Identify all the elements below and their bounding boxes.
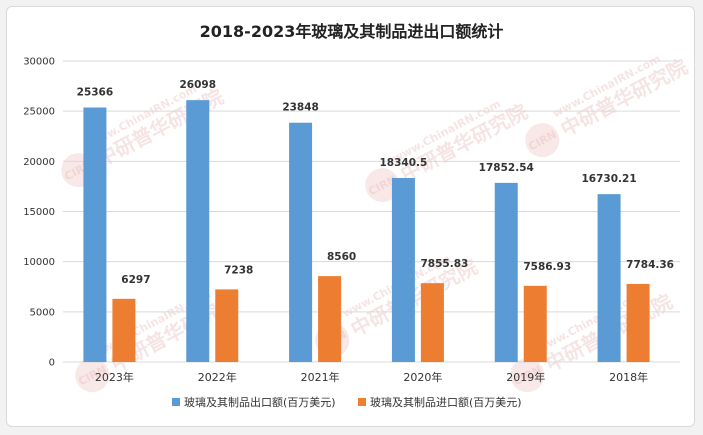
y-tick-label: 10000 <box>23 257 55 268</box>
bar-import <box>318 276 342 362</box>
bars <box>83 100 650 362</box>
x-tick-label: 2020年 <box>403 370 442 384</box>
y-tick-label: 15000 <box>23 207 55 218</box>
gridlines <box>63 60 680 363</box>
bar-export <box>83 107 107 362</box>
watermark-badge <box>75 358 110 393</box>
x-tick-label: 2023年 <box>95 370 134 384</box>
bar-import <box>112 298 136 362</box>
bar-export <box>597 194 621 362</box>
x-tick-label: 2018年 <box>609 370 648 384</box>
bar-export <box>289 122 313 362</box>
data-label: 6297 <box>121 274 150 286</box>
bar-import <box>626 283 650 362</box>
bar-export <box>494 182 518 362</box>
data-label: 7586.93 <box>523 261 571 273</box>
data-labels: 25366 6297 26098 7238 23848 8560 18340.5 7855.8… <box>77 79 674 286</box>
legend-entry: 玻璃及其制品出口额(百万美元) <box>184 395 336 409</box>
watermark-badge <box>525 123 560 158</box>
data-label: 18340.5 <box>380 157 428 169</box>
x-tick-label: 2019年 <box>506 370 545 384</box>
x-tick-label: 2022年 <box>198 370 237 384</box>
chart-frame: CIRN www.ChinaIRN.com 中研普华研究院 CIRN www.China… <box>6 6 695 427</box>
bar-export <box>391 177 415 362</box>
legend-swatch <box>358 398 366 406</box>
watermark-layer: CIRNwww.ChinaIRN.com中研普华研究院CIRNwww.China… <box>61 52 691 393</box>
data-label: 16730.21 <box>582 173 637 185</box>
bar-import <box>215 289 239 362</box>
x-tick-label: 2021年 <box>301 370 340 384</box>
data-label: 8560 <box>327 251 356 263</box>
y-axis: 0 5000 10000 15000 20000 25000 30000 <box>23 57 55 369</box>
legend-entry: 玻璃及其制品进口额(百万美元) <box>370 395 522 409</box>
data-label: 7855.83 <box>421 258 469 270</box>
legend: 玻璃及其制品出口额(百万美元) 玻璃及其制品进口额(百万美元) <box>172 395 522 409</box>
y-tick-label: 0 <box>49 358 55 369</box>
chart-title: 2018-2023年玻璃及其制品进出口额统计 <box>200 22 504 41</box>
data-label: 7784.36 <box>626 259 674 271</box>
data-label: 17852.54 <box>479 162 534 174</box>
y-tick-label: 20000 <box>23 157 55 168</box>
y-tick-label: 25000 <box>23 107 55 118</box>
watermark-badge <box>510 358 545 393</box>
bar-import <box>523 285 547 362</box>
x-axis: 2023年 2022年 2021年 2020年 2019年 2018年 <box>95 370 648 384</box>
y-tick-label: 5000 <box>30 307 55 318</box>
data-label: 26098 <box>179 79 216 91</box>
data-label: 7238 <box>224 264 253 276</box>
bar-chart: CIRNwww.ChinaIRN.com中研普华研究院CIRNwww.China… <box>23 22 691 409</box>
bar-import <box>420 283 444 362</box>
legend-swatch <box>172 398 180 406</box>
bar-export <box>186 100 210 362</box>
data-label: 23848 <box>282 102 319 114</box>
data-label: 25366 <box>77 86 114 98</box>
y-tick-label: 30000 <box>23 57 55 68</box>
watermark-badge <box>365 168 400 203</box>
